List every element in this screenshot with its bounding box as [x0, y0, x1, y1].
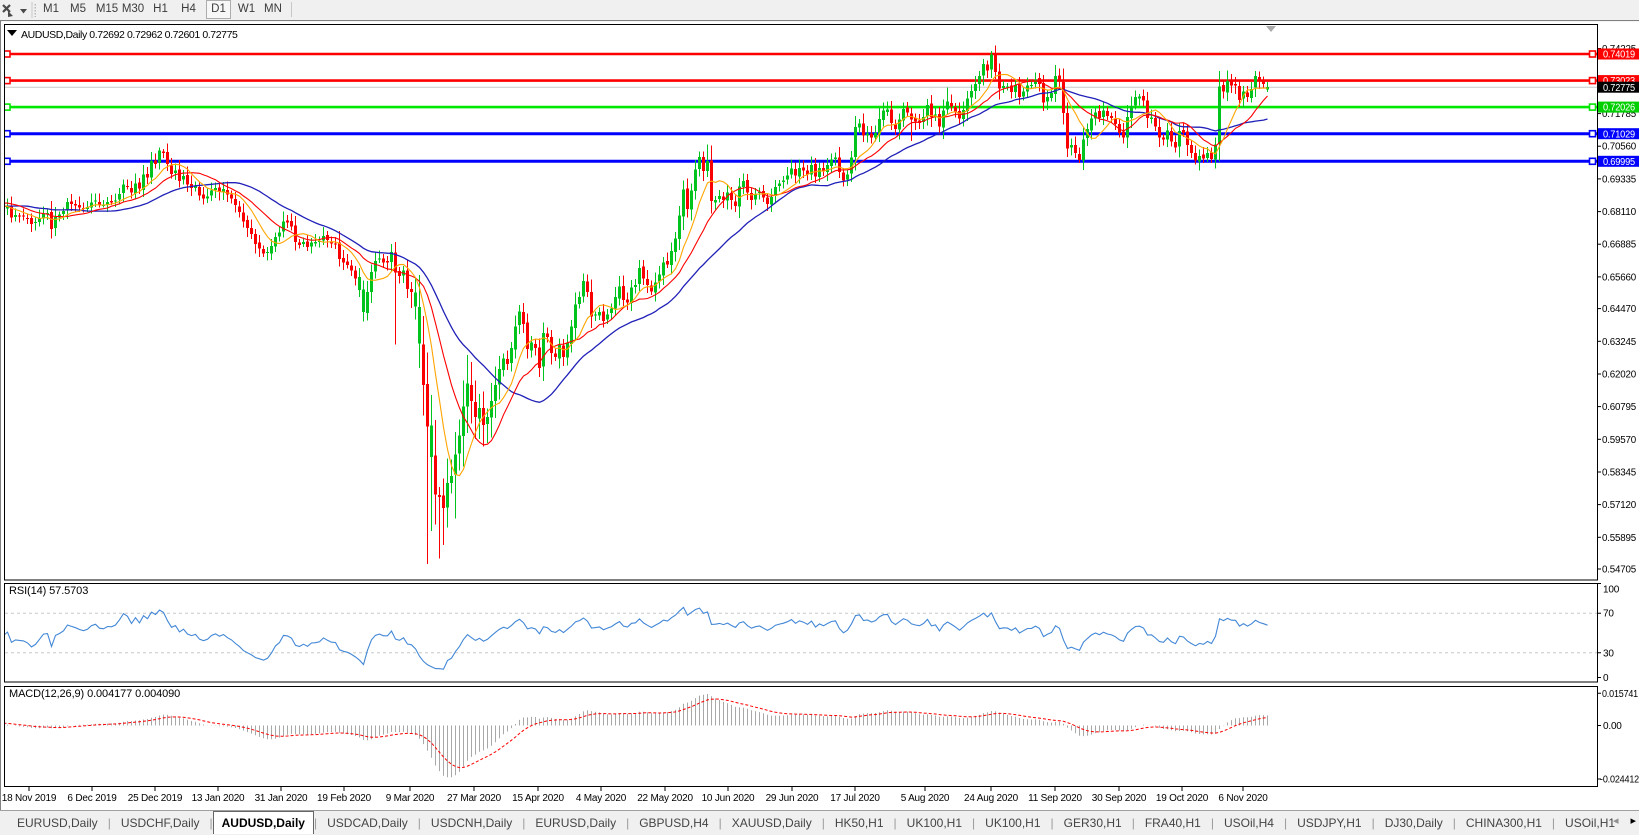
svg-text:-0.024412: -0.024412 [1600, 775, 1639, 786]
svg-text:11 Sep 2020: 11 Sep 2020 [1028, 793, 1082, 804]
svg-text:0.68110: 0.68110 [1602, 207, 1637, 218]
svg-text:31 Jan 2020: 31 Jan 2020 [255, 793, 308, 804]
svg-text:0.71785: 0.71785 [1602, 109, 1637, 120]
svg-text:0.70560: 0.70560 [1602, 142, 1637, 153]
svg-text:27 Mar 2020: 27 Mar 2020 [447, 793, 502, 804]
svg-text:19 Feb 2020: 19 Feb 2020 [317, 793, 372, 804]
svg-text:0.62020: 0.62020 [1602, 370, 1637, 381]
svg-text:5 Aug 2020: 5 Aug 2020 [901, 793, 950, 804]
svg-text:18 Nov 2019: 18 Nov 2019 [2, 793, 57, 804]
svg-text:0.59570: 0.59570 [1602, 435, 1637, 446]
svg-text:0: 0 [1603, 673, 1609, 684]
svg-text:AUDUSD,Daily 0.72692 0.72962: AUDUSD,Daily 0.72692 0.72962 0.72601 0.7… [21, 29, 238, 41]
svg-text:15 Apr 2020: 15 Apr 2020 [512, 793, 564, 804]
svg-text:0.60795: 0.60795 [1602, 402, 1637, 413]
svg-text:19 Oct 2020: 19 Oct 2020 [1156, 793, 1209, 804]
svg-text:0.00: 0.00 [1603, 721, 1622, 732]
svg-text:0.74019: 0.74019 [1603, 50, 1636, 61]
svg-text:0.72026: 0.72026 [1603, 103, 1636, 114]
svg-text:MACD(12,26,9) 0.004177 0.00409: MACD(12,26,9) 0.004177 0.004090 [9, 688, 180, 700]
svg-text:9 Mar 2020: 9 Mar 2020 [386, 793, 435, 804]
svg-text:0.54705: 0.54705 [1602, 565, 1637, 576]
svg-text:30 Sep 2020: 30 Sep 2020 [1092, 793, 1147, 804]
svg-text:0.63245: 0.63245 [1602, 337, 1637, 348]
svg-text:10 Jun 2020: 10 Jun 2020 [702, 793, 755, 804]
svg-text:0.57120: 0.57120 [1602, 500, 1637, 511]
svg-text:30: 30 [1603, 648, 1614, 659]
svg-text:0.015741: 0.015741 [1602, 689, 1639, 700]
svg-text:RSI(14) 57.5703: RSI(14) 57.5703 [9, 585, 88, 597]
svg-text:25 Dec 2019: 25 Dec 2019 [128, 793, 183, 804]
svg-text:0.64470: 0.64470 [1602, 304, 1637, 315]
svg-text:22 May 2020: 22 May 2020 [637, 793, 693, 804]
svg-text:13 Jan 2020: 13 Jan 2020 [192, 793, 245, 804]
svg-text:0.58345: 0.58345 [1602, 468, 1637, 479]
svg-text:0.71029: 0.71029 [1603, 129, 1636, 140]
svg-text:0.66885: 0.66885 [1602, 240, 1637, 251]
svg-text:0.69995: 0.69995 [1603, 157, 1636, 168]
svg-text:0.69335: 0.69335 [1602, 174, 1637, 185]
svg-text:0.72775: 0.72775 [1603, 83, 1636, 94]
svg-text:29 Jun 2020: 29 Jun 2020 [766, 793, 819, 804]
svg-text:6 Dec 2019: 6 Dec 2019 [67, 793, 117, 804]
svg-text:6 Nov 2020: 6 Nov 2020 [1218, 793, 1268, 804]
svg-text:0.65660: 0.65660 [1602, 272, 1637, 283]
svg-text:100: 100 [1603, 585, 1620, 596]
svg-text:0.55895: 0.55895 [1602, 533, 1637, 544]
svg-text:4 May 2020: 4 May 2020 [576, 793, 627, 804]
svg-text:70: 70 [1603, 609, 1614, 620]
svg-text:24 Aug 2020: 24 Aug 2020 [964, 793, 1019, 804]
svg-text:17 Jul 2020: 17 Jul 2020 [830, 793, 880, 804]
